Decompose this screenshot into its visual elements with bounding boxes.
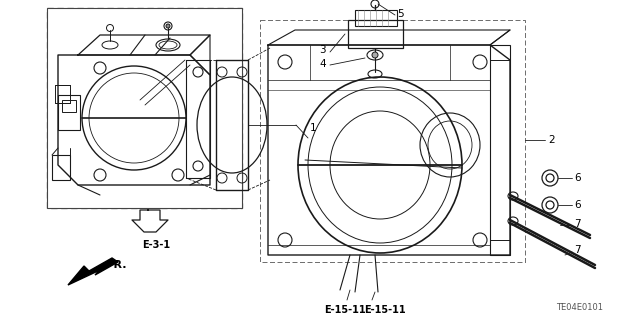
Text: E-3-1: E-3-1 xyxy=(142,240,170,250)
Bar xyxy=(47,8,242,208)
Bar xyxy=(355,10,397,26)
Text: 4: 4 xyxy=(319,59,326,69)
Text: E-15-11: E-15-11 xyxy=(324,305,366,315)
Circle shape xyxy=(372,52,378,58)
Text: 6: 6 xyxy=(574,200,580,210)
Bar xyxy=(47,8,242,208)
Bar xyxy=(348,20,403,48)
Polygon shape xyxy=(68,258,118,285)
Text: 7: 7 xyxy=(574,219,580,229)
Polygon shape xyxy=(132,210,168,232)
Bar xyxy=(58,95,80,130)
Text: 3: 3 xyxy=(319,45,326,55)
Text: TE04E0101: TE04E0101 xyxy=(557,303,604,313)
Bar xyxy=(52,155,70,180)
Text: 6: 6 xyxy=(574,173,580,183)
Text: 5: 5 xyxy=(397,9,404,19)
Bar xyxy=(490,45,510,255)
Bar xyxy=(260,20,525,262)
Text: 7: 7 xyxy=(574,245,580,255)
Text: 2: 2 xyxy=(548,135,555,145)
Bar xyxy=(55,85,70,103)
Circle shape xyxy=(166,24,170,28)
Text: E-15-11: E-15-11 xyxy=(364,305,406,315)
Text: 1: 1 xyxy=(310,123,317,133)
Text: FR.: FR. xyxy=(106,260,127,270)
Bar xyxy=(62,100,76,112)
